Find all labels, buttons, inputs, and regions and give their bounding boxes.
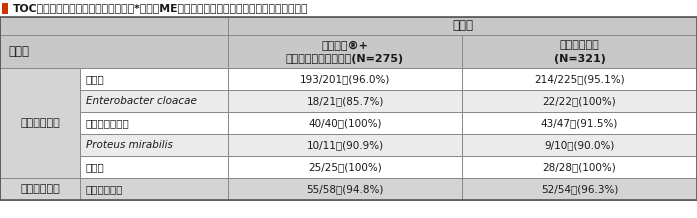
- Text: 52/54例(96.3%): 52/54例(96.3%): [541, 184, 618, 194]
- Text: クレブシエラ属: クレブシエラ属: [86, 118, 130, 128]
- Bar: [228, 68, 462, 90]
- Text: 43/47例(91.5%): 43/47例(91.5%): [541, 118, 618, 128]
- Bar: [0, 17, 697, 200]
- Bar: [80, 68, 228, 90]
- Text: メトロニダゾール注群(N=275): メトロニダゾール注群(N=275): [286, 53, 404, 63]
- Text: (N=321): (N=321): [553, 53, 606, 63]
- Text: グラム陰性菌: グラム陰性菌: [20, 118, 60, 128]
- Bar: [80, 134, 228, 156]
- Text: グラム陽性菌: グラム陽性菌: [20, 184, 60, 194]
- Bar: [462, 90, 697, 112]
- Bar: [462, 156, 697, 178]
- Text: Enterobacter cloacae: Enterobacter cloacae: [86, 96, 197, 106]
- Bar: [462, 178, 697, 200]
- Bar: [228, 90, 462, 112]
- Text: 25/25例(100%): 25/25例(100%): [308, 162, 382, 172]
- Text: メロペネム群: メロペネム群: [560, 41, 599, 51]
- Text: 9/10例(90.0%): 9/10例(90.0%): [544, 140, 615, 150]
- Bar: [462, 68, 697, 90]
- Text: レンサ球菌属: レンサ球菌属: [86, 184, 123, 194]
- Text: Proteus mirabilis: Proteus mirabilis: [86, 140, 173, 150]
- Bar: [228, 134, 462, 156]
- Text: 214/225例(95.1%): 214/225例(95.1%): [534, 74, 625, 84]
- Bar: [80, 112, 228, 134]
- Bar: [228, 178, 462, 200]
- Text: ザバクサ®+: ザバクサ®+: [321, 41, 369, 51]
- Bar: [228, 112, 462, 134]
- Bar: [462, 35, 697, 68]
- Text: 原因菌: 原因菌: [8, 45, 29, 58]
- Bar: [80, 156, 228, 178]
- Bar: [0, 17, 228, 35]
- Bar: [228, 17, 697, 35]
- Bar: [80, 90, 228, 112]
- Bar: [0, 0, 697, 17]
- Bar: [462, 112, 697, 134]
- Text: 18/21例(85.7%): 18/21例(85.7%): [306, 96, 383, 106]
- Text: 22/22例(100%): 22/22例(100%): [543, 96, 616, 106]
- Text: 28/28例(100%): 28/28例(100%): [543, 162, 616, 172]
- Bar: [0, 68, 80, 178]
- Text: 大腸菌: 大腸菌: [86, 74, 105, 84]
- Text: 10/11例(90.9%): 10/11例(90.9%): [307, 140, 383, 150]
- Text: 有効率: 有効率: [452, 19, 473, 32]
- Text: 緑膿菌: 緑膿菌: [86, 162, 105, 172]
- Bar: [228, 35, 462, 68]
- Text: 55/58例(94.8%): 55/58例(94.8%): [306, 184, 383, 194]
- Bar: [0, 178, 80, 200]
- Text: 40/40例(100%): 40/40例(100%): [308, 118, 382, 128]
- Bar: [462, 134, 697, 156]
- Text: 193/201例(96.0%): 193/201例(96.0%): [300, 74, 390, 84]
- Bar: [228, 156, 462, 178]
- Bar: [2, 3, 8, 14]
- Bar: [80, 178, 228, 200]
- Text: TOC時点の細菌学的効果（主な原因菌*別）（ME集団：副次評価項目）（サブグループ解析）: TOC時点の細菌学的効果（主な原因菌*別）（ME集団：副次評価項目）（サブグルー…: [13, 3, 309, 14]
- Bar: [0, 35, 228, 68]
